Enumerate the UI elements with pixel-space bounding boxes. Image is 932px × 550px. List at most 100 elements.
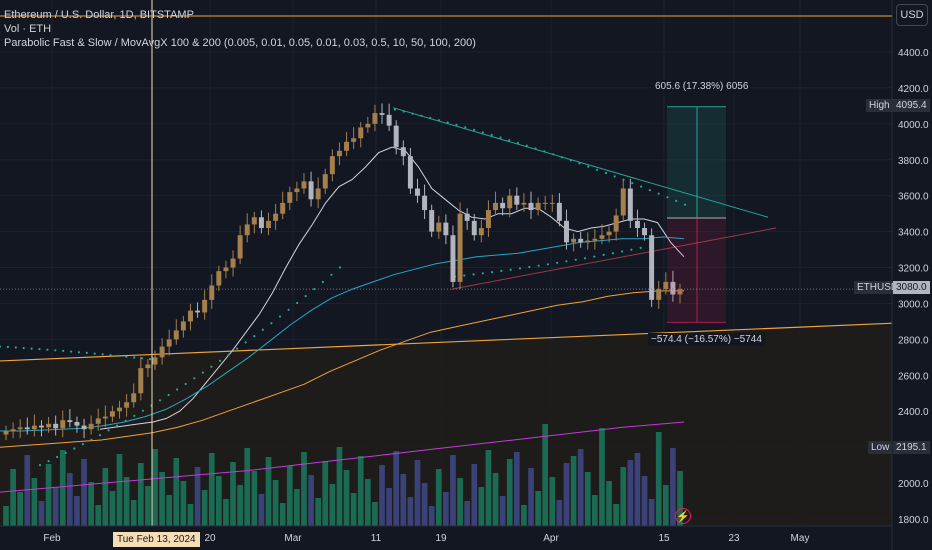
- psar-dot: [666, 196, 669, 199]
- psar-dot: [30, 347, 33, 350]
- trend-lines: [0, 107, 893, 362]
- candle-body: [415, 188, 420, 196]
- candle-body: [351, 138, 357, 142]
- measure-tool[interactable]: [667, 106, 726, 323]
- volume-bar: [244, 448, 251, 526]
- candle-body: [294, 188, 300, 193]
- psar-dot: [631, 182, 634, 185]
- volume-bar: [3, 506, 9, 526]
- price-tick-label: 3400.0: [898, 228, 929, 239]
- volume-bar: [59, 450, 66, 526]
- psar-dot: [683, 203, 687, 206]
- psar-dot: [0, 345, 2, 348]
- psar-dot: [125, 355, 128, 358]
- candle-body: [642, 228, 648, 236]
- volume-bar: [251, 471, 258, 526]
- price-tick-label: 3600.0: [898, 192, 929, 203]
- psar-dot: [270, 322, 273, 325]
- volume-bar: [450, 455, 456, 526]
- candle-body: [627, 188, 633, 221]
- volume-bar: [620, 467, 627, 526]
- symbol-title[interactable]: Ethereum / U.S. Dollar, 1D, BITSTAMP: [4, 9, 194, 21]
- volume-bar: [201, 490, 208, 526]
- psar-dot: [534, 147, 537, 150]
- volume-bar: [187, 504, 194, 526]
- volume-bar: [435, 469, 442, 526]
- volume-bar: [379, 465, 385, 526]
- volume-bar: [570, 456, 577, 526]
- candle-body: [464, 213, 470, 221]
- candle-body: [507, 195, 513, 209]
- candle-body: [46, 423, 52, 428]
- candle-body: [393, 125, 399, 148]
- time-tick-label: 20: [204, 533, 216, 544]
- candle-body: [620, 188, 626, 216]
- volume-bar: [634, 453, 641, 526]
- moving-average-line: [0, 421, 685, 493]
- candle-body: [258, 217, 264, 229]
- lower-zone-fill: [0, 323, 892, 526]
- volume-bar: [38, 501, 45, 526]
- psar-dot: [587, 165, 590, 168]
- candle-body: [173, 330, 179, 340]
- moving-average-line: [0, 236, 685, 432]
- volume-bar: [485, 450, 492, 526]
- currency-button[interactable]: USD: [896, 4, 928, 26]
- volume-bar: [400, 474, 407, 526]
- volume-bar: [492, 473, 499, 526]
- candle-body: [670, 281, 676, 295]
- ascending-trendline: [451, 227, 777, 290]
- high-value: 4095.4: [893, 99, 930, 112]
- psar-dot: [124, 419, 127, 422]
- candle-body: [400, 147, 406, 157]
- psar-dot: [593, 255, 596, 258]
- volume-bar: [336, 447, 343, 526]
- time-tick-label: 19: [435, 533, 447, 544]
- psar-dot: [210, 365, 213, 368]
- psar-dot: [109, 354, 112, 357]
- low-label: Low: [868, 441, 893, 454]
- candle-body: [180, 321, 186, 331]
- psar-dot: [201, 371, 204, 374]
- candle-body: [457, 213, 463, 282]
- psar-dot: [420, 114, 423, 117]
- candle-body: [95, 418, 101, 424]
- time-tick-label: May: [791, 533, 810, 544]
- psar-dot: [657, 192, 660, 195]
- volume-bar: [577, 449, 584, 526]
- volume-bar: [159, 472, 165, 526]
- candle-body: [138, 368, 144, 394]
- psar-dot: [490, 133, 493, 136]
- indicator-legend[interactable]: Parabolic Fast & Slow / MovAvgX 100 & 20…: [4, 37, 476, 49]
- chart-legend: Ethereum / U.S. Dollar, 1D, BITSTAMP Vol…: [4, 8, 476, 50]
- psar-dot: [613, 175, 616, 178]
- candle-body: [60, 420, 66, 429]
- candle-body: [216, 271, 222, 286]
- candle-body: [649, 235, 655, 300]
- lightning-icon[interactable]: ⚡: [675, 508, 691, 524]
- psar-dot: [90, 438, 93, 441]
- psar-dot: [244, 341, 247, 344]
- candle-body: [124, 402, 130, 408]
- volume-bar: [414, 460, 421, 526]
- psar-dot: [116, 424, 119, 427]
- candle-body: [187, 310, 193, 322]
- candle-body: [485, 210, 491, 229]
- volume-legend[interactable]: Vol · ETH: [4, 23, 52, 35]
- candle-body: [379, 113, 385, 115]
- volume-bar: [521, 505, 527, 526]
- psar-dot: [6, 345, 9, 349]
- volume-bar: [279, 503, 286, 526]
- psar-dot: [640, 185, 643, 188]
- psar-dot: [481, 131, 484, 134]
- time-tick-label: 11: [371, 533, 382, 544]
- volume-bar: [457, 478, 463, 526]
- price-tick-label: 2800.0: [898, 335, 929, 346]
- candle-body: [301, 181, 307, 189]
- volume-bar: [606, 481, 612, 526]
- volume-bar: [294, 489, 300, 526]
- psar-dot: [473, 128, 476, 131]
- volume-bar: [350, 493, 357, 526]
- candle-body: [599, 235, 605, 239]
